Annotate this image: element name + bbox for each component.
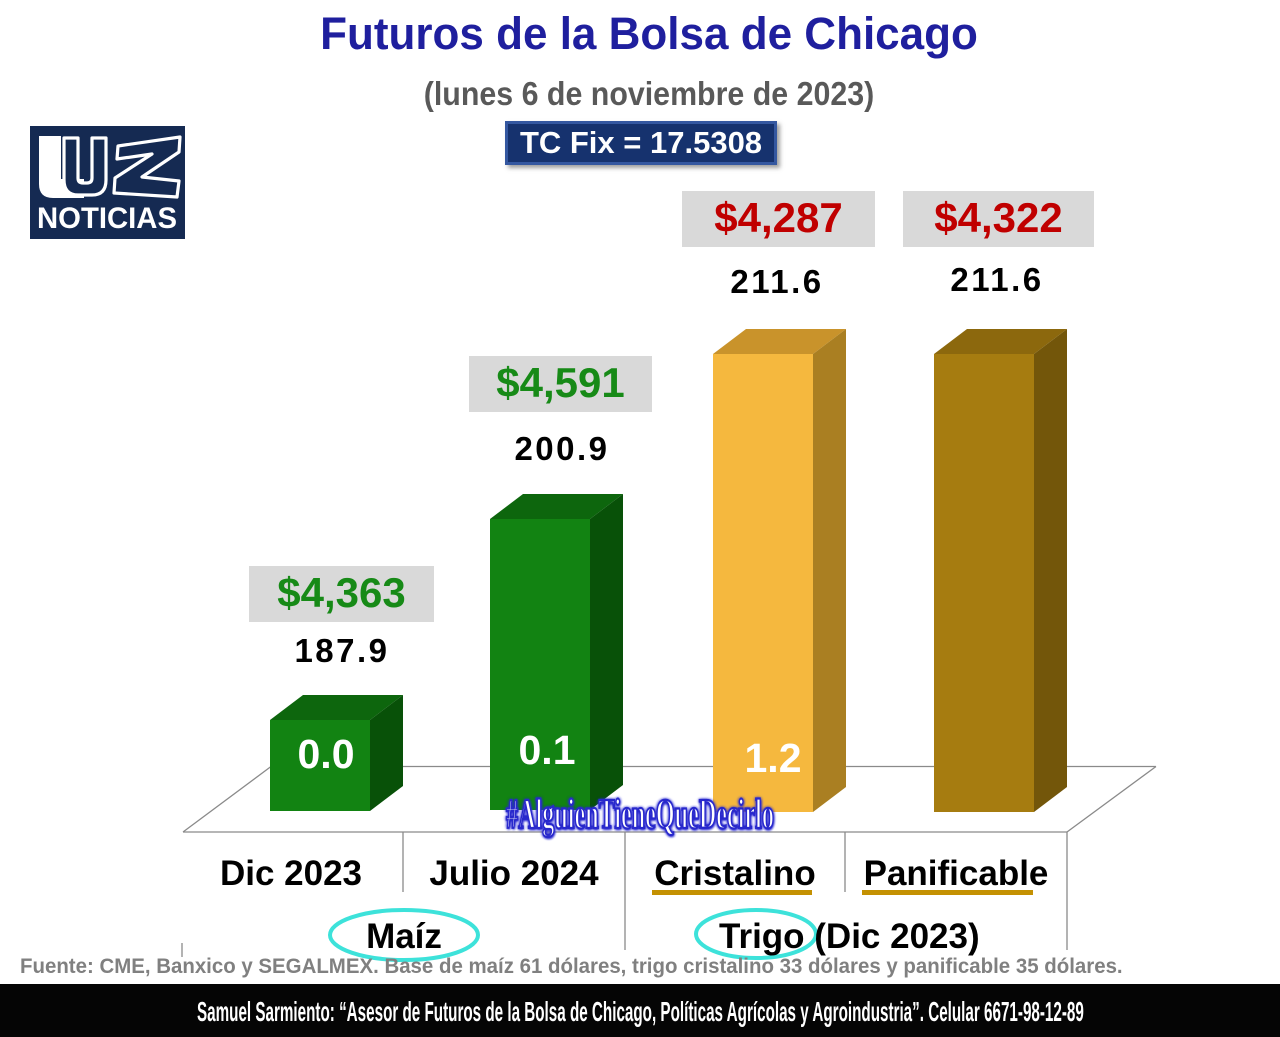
svg-text:0.0: 0.0 bbox=[298, 731, 355, 777]
svg-text:NOTICIAS: NOTICIAS bbox=[37, 202, 177, 235]
svg-text:1.2: 1.2 bbox=[745, 735, 802, 781]
svg-text:0.1: 0.1 bbox=[519, 727, 576, 773]
